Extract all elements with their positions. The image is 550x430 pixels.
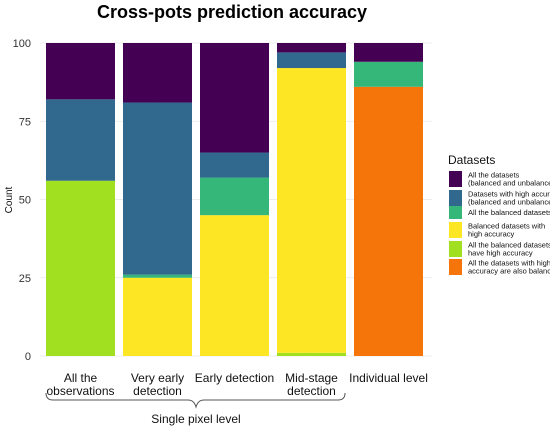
legend-swatch — [449, 206, 462, 219]
group-label: Single pixel level — [151, 412, 240, 426]
bar-segment — [46, 99, 115, 181]
bar-segment — [46, 180, 115, 356]
x-category-label: Mid-stage — [285, 371, 338, 385]
bar-segment — [354, 86, 423, 356]
legend-label: (balanced and unbalanced) — [468, 179, 550, 188]
x-category-label: Early detection — [195, 371, 274, 385]
x-category-label: Very early — [131, 371, 184, 385]
bar-segment — [46, 43, 115, 100]
x-category-label: All the — [64, 371, 98, 385]
legend-label: (balanced and unbalanced) — [468, 198, 550, 207]
bar-segment — [200, 43, 269, 153]
bar-segment — [123, 43, 192, 103]
legend-label: accuracy are also balanced — [468, 267, 550, 276]
y-tick-label: 25 — [19, 273, 31, 285]
group-brace — [45, 392, 346, 409]
bar-segment — [277, 43, 346, 53]
x-category-label: detection — [287, 384, 336, 398]
bar-segment — [123, 277, 192, 356]
legend-swatch — [449, 259, 462, 275]
legend-label: All the balanced datasets — [468, 240, 550, 249]
x-category-label: observations — [46, 384, 114, 398]
y-tick-label: 100 — [13, 38, 31, 50]
x-category-label: detection — [133, 384, 182, 398]
y-axis-label: Count — [4, 186, 15, 213]
bar-segment — [277, 352, 346, 356]
legend-swatch — [449, 222, 462, 238]
legend-label: All the datasets with high — [468, 258, 550, 267]
y-tick-label: 0 — [25, 351, 31, 363]
legend-label: Balanced datasets with — [468, 221, 545, 230]
legend-label: Datasets with high accuracy — [468, 189, 550, 198]
bar-segment — [354, 43, 423, 62]
legend-title: Datasets — [448, 153, 495, 167]
y-tick-label: 50 — [19, 195, 31, 207]
chart-title: Cross-pots prediction accuracy — [97, 2, 367, 22]
x-category-label: Individual level — [349, 371, 428, 385]
bar-segment — [277, 52, 346, 69]
legend-swatch — [449, 171, 462, 187]
legend: Datasets All the datasets(balanced and u… — [448, 153, 550, 276]
bars — [46, 43, 423, 356]
legend-label: All the datasets — [468, 170, 520, 179]
bar-segment — [200, 152, 269, 178]
bar-segment — [354, 61, 423, 87]
bar-segment — [123, 274, 192, 278]
legend-label: All the balanced datasets — [468, 208, 550, 217]
bar-segment — [123, 102, 192, 275]
bar-segment — [277, 68, 346, 353]
y-axis-ticks: 0 25 50 75 100 — [13, 38, 31, 363]
bar-segment — [200, 215, 269, 356]
y-tick-label: 75 — [19, 116, 31, 128]
legend-label: have high accuracy — [468, 249, 533, 258]
bar-segment — [200, 177, 269, 216]
legend-swatch — [449, 241, 462, 257]
legend-label: high accuracy — [468, 230, 515, 239]
legend-swatch — [449, 190, 462, 206]
